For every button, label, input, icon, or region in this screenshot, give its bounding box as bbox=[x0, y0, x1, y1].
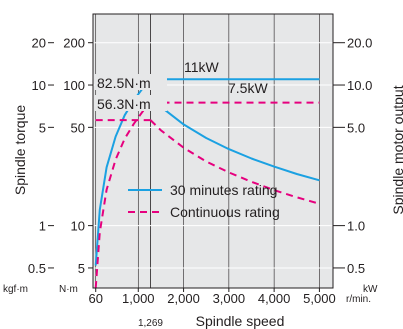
y-tick-label-nm: 5 bbox=[78, 261, 85, 276]
y-tick-label-nm: 200 bbox=[63, 36, 85, 51]
y-tick-label-kw: 1.0 bbox=[347, 219, 365, 234]
y-tick-label-kw: 20.0 bbox=[347, 36, 372, 51]
y-tick-label-nm: 100 bbox=[63, 78, 85, 93]
annotation-82-5nm: 82.5N·m bbox=[97, 75, 151, 91]
unit-kgfm: kgf·m bbox=[3, 284, 28, 295]
annotation-56-3nm: 56.3N·m bbox=[97, 96, 151, 112]
y-axis-title-left: Spindle torque bbox=[12, 105, 28, 196]
unit-kw: kW bbox=[363, 284, 378, 295]
axes: 60 1,000 2,000 3,000 4,000 5,0001,26951050100… bbox=[28, 13, 372, 329]
annotation-56-3nm-backdrop bbox=[95, 95, 167, 111]
series-30min-output-rise bbox=[94, 78, 152, 266]
annotation-7-5kw: 7.5kW bbox=[228, 80, 268, 96]
x-axis-title: Spindle speed bbox=[196, 313, 285, 329]
legend: 30 minutes rating Continuous rating bbox=[128, 182, 280, 220]
y-tick-label-kgfm: 5 bbox=[39, 120, 46, 135]
y-tick-label-kw: 10.0 bbox=[347, 78, 372, 93]
plot-background bbox=[93, 14, 333, 288]
x-tick-label: 5,000 bbox=[303, 291, 336, 306]
series-continuous-output-rise bbox=[94, 101, 152, 288]
y-tick-label-kgfm: 20 bbox=[32, 36, 46, 51]
y-tick-label-kgfm: 1 bbox=[39, 219, 46, 234]
legend-continuous-label: Continuous rating bbox=[170, 204, 280, 220]
x-tick-label: 2,000 bbox=[167, 291, 200, 306]
y-tick-label-nm: 10 bbox=[71, 219, 85, 234]
annotation-82-5nm-backdrop bbox=[95, 74, 167, 90]
y-tick-label-kw: 5.0 bbox=[347, 120, 365, 135]
plot-frame bbox=[92, 13, 334, 289]
x-axis-unit: r/min. bbox=[346, 294, 371, 305]
legend-30min-label: 30 minutes rating bbox=[170, 182, 277, 198]
y-tick-label-nm: 50 bbox=[71, 120, 85, 135]
series-continuous-torque bbox=[149, 119, 320, 205]
x-tick-label: 1,000 bbox=[122, 291, 155, 306]
series-30min-torque bbox=[149, 96, 320, 182]
x-tick-label: 4,000 bbox=[258, 291, 291, 306]
annotation-11kw: 11kW bbox=[184, 59, 220, 75]
y-axis-title-right: Spindle motor output bbox=[390, 85, 403, 214]
x-tick-label: 60 bbox=[88, 291, 102, 306]
unit-nm: N·m bbox=[59, 284, 78, 295]
y-tick-label-kgfm: 0.5 bbox=[28, 261, 46, 276]
x-tick-label: 3,000 bbox=[213, 291, 246, 306]
x-special-tick-label: 1,269 bbox=[138, 318, 163, 329]
y-tick-label-kw: 0.5 bbox=[347, 261, 365, 276]
y-tick-label-kgfm: 10 bbox=[32, 78, 46, 93]
